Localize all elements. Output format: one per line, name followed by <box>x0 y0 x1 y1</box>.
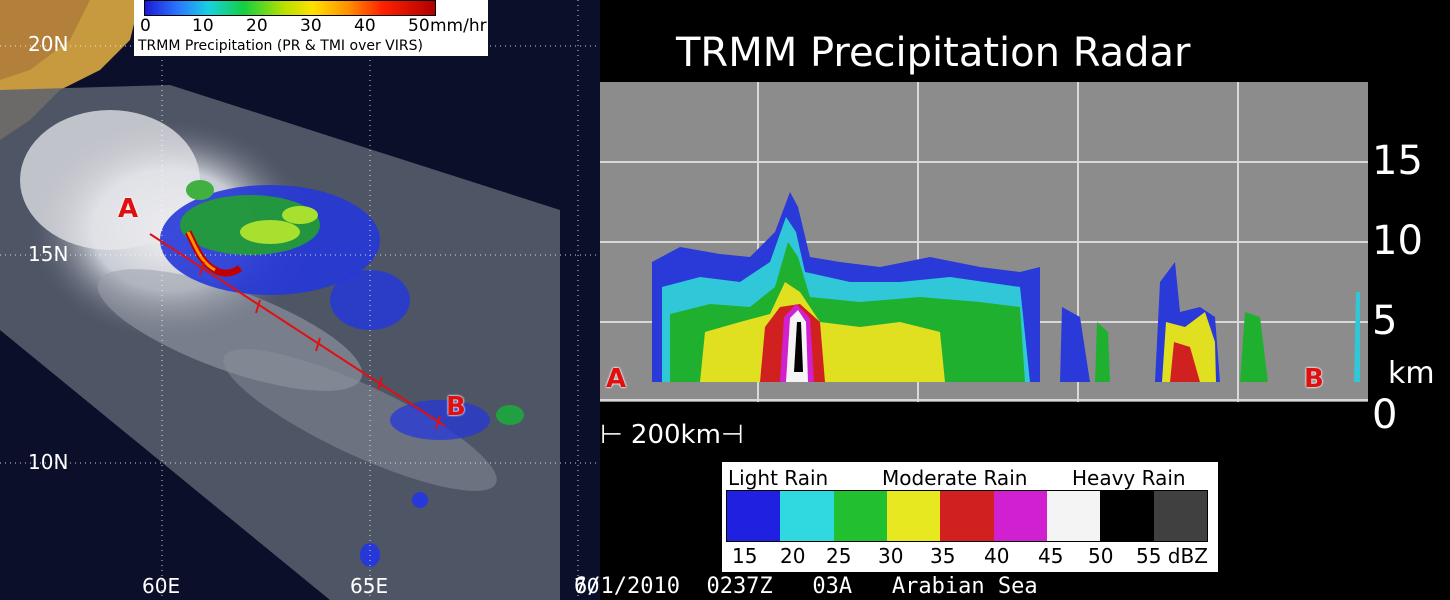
dbz-tick: 40 <box>984 544 1010 568</box>
dbz-tick: 30 <box>878 544 904 568</box>
dbz-tick: 25 <box>826 544 852 568</box>
dbz-swatch <box>1153 491 1207 541</box>
footer-caption: 6/1/2010 0237Z 03A Arabian Sea <box>574 574 1038 599</box>
precip-tick: 30 <box>300 16 322 36</box>
dbz-tick: 50 <box>1088 544 1114 568</box>
precipitation-legend: 0 10 20 30 40 50 mm/hr TRMM Precipitatio… <box>134 0 488 56</box>
dbz-tick: 45 <box>1038 544 1064 568</box>
dbz-swatch <box>780 491 834 541</box>
dbz-swatch <box>833 491 887 541</box>
dbz-swatch <box>1046 491 1101 541</box>
lat-label-10n: 10N <box>28 450 69 474</box>
precip-tick: 50 <box>408 16 430 36</box>
precip-tick: 20 <box>246 16 268 36</box>
precip-tick: 0 <box>140 16 151 36</box>
legend-heavy-rain: Heavy Rain <box>1072 466 1186 490</box>
dbz-tick: 20 <box>780 544 806 568</box>
precip-tick: 10 <box>192 16 214 36</box>
scale-bar-label: 200km <box>630 420 721 450</box>
dbz-tick: 55 dBZ <box>1136 544 1208 568</box>
height-tick-5: 5 <box>1372 298 1398 344</box>
dbz-swatch <box>886 491 941 541</box>
dbz-swatch <box>940 491 994 541</box>
lon-label-65e: 65E <box>350 574 389 598</box>
lon-label-60e: 60E <box>142 574 181 598</box>
point-b-label: B <box>446 392 466 422</box>
radar-point-b: B <box>1304 364 1324 394</box>
transect-line <box>149 233 446 427</box>
dbz-tick: 35 <box>930 544 956 568</box>
reflectivity-color-bar <box>726 490 1208 542</box>
legend-moderate-rain: Moderate Rain <box>882 466 1028 490</box>
precip-tick: 40 <box>354 16 376 36</box>
height-tick-0: 0 <box>1372 392 1398 438</box>
radar-point-a: A <box>606 364 627 394</box>
radar-title: TRMM Precipitation Radar <box>676 30 1191 76</box>
dbz-swatch <box>993 491 1047 541</box>
radar-cross-section <box>600 82 1368 402</box>
satellite-map: 20N 15N 10N 60E 65E 70 A B 0 10 20 30 40… <box>0 0 600 600</box>
dbz-swatch <box>1100 491 1154 541</box>
height-tick-15: 15 <box>1372 138 1423 184</box>
dbz-tick: 15 <box>732 544 758 568</box>
lat-label-15n: 15N <box>28 242 69 266</box>
point-a-label: A <box>118 194 139 224</box>
height-unit: km <box>1388 356 1435 391</box>
precipitation-color-bar <box>144 0 436 16</box>
reflectivity-legend: Light Rain Moderate Rain Heavy Rain 15 2… <box>722 462 1218 572</box>
dbz-swatch <box>727 491 781 541</box>
lat-label-20n: 20N <box>28 32 69 56</box>
lon-label-70e: 70 <box>574 574 600 598</box>
reflectivity-echoes <box>652 192 1360 382</box>
height-tick-10: 10 <box>1372 218 1423 264</box>
legend-light-rain: Light Rain <box>728 466 829 490</box>
scale-bar: ⊢ 200km⊣ <box>600 420 744 450</box>
lat-lon-grid <box>0 0 600 600</box>
precipitation-caption: TRMM Precipitation (PR & TMI over VIRS) <box>138 38 423 54</box>
precip-unit: mm/hr <box>430 16 487 36</box>
map-graphic <box>0 0 600 600</box>
